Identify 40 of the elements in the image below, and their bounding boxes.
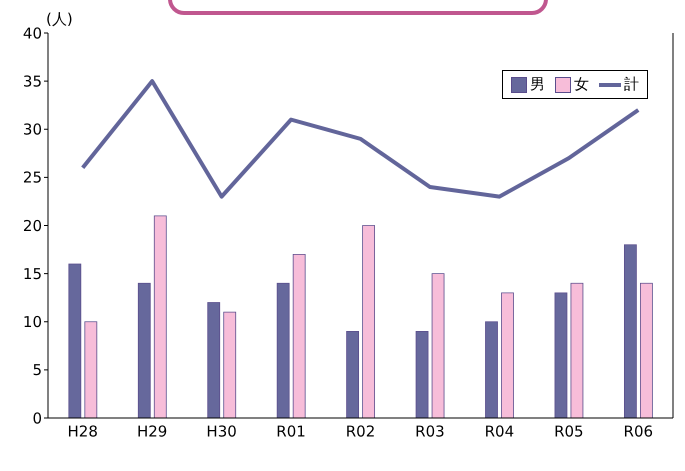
bar: [362, 225, 376, 418]
x-tick-label: R02: [346, 422, 376, 441]
y-tick-label: 5: [32, 361, 42, 380]
bar: [640, 282, 653, 418]
bar: [570, 282, 584, 418]
y-tick-label: 20: [22, 216, 42, 235]
bar: [207, 302, 220, 418]
y-tick-label: 35: [22, 72, 42, 90]
y-tick-label: 15: [22, 264, 42, 283]
bar: [554, 292, 568, 418]
bar: [138, 282, 151, 418]
y-tick-label: 40: [22, 24, 42, 42]
legend-label: 男: [530, 75, 545, 94]
bar: [276, 282, 290, 418]
y-tick-label: 10: [22, 313, 42, 332]
bar: [485, 321, 498, 418]
x-tick-label: R01: [276, 422, 306, 441]
y-axis-title: (人): [46, 10, 73, 29]
legend-label: 女: [574, 75, 589, 94]
x-tick-label: R04: [484, 422, 514, 441]
y-tick-label: 30: [22, 120, 42, 139]
y-tick-label: 0: [32, 409, 42, 428]
bar: [154, 215, 167, 418]
x-tick-label: H29: [136, 422, 168, 441]
legend-label: 計: [624, 75, 639, 94]
bar: [68, 264, 82, 418]
bar: [501, 292, 514, 418]
x-tick-label: R03: [415, 422, 445, 441]
bar: [223, 312, 236, 418]
bar: [292, 254, 306, 418]
bar: [84, 321, 98, 418]
x-tick-label: H30: [206, 422, 237, 441]
x-tick-label: R06: [624, 422, 654, 441]
bar: [416, 330, 428, 418]
x-tick-label: H28: [68, 422, 98, 441]
x-tick-label: R05: [554, 422, 584, 441]
bar: [346, 330, 360, 418]
bar: [624, 244, 637, 418]
bar: [432, 273, 444, 418]
y-tick-label: 25: [22, 168, 42, 187]
